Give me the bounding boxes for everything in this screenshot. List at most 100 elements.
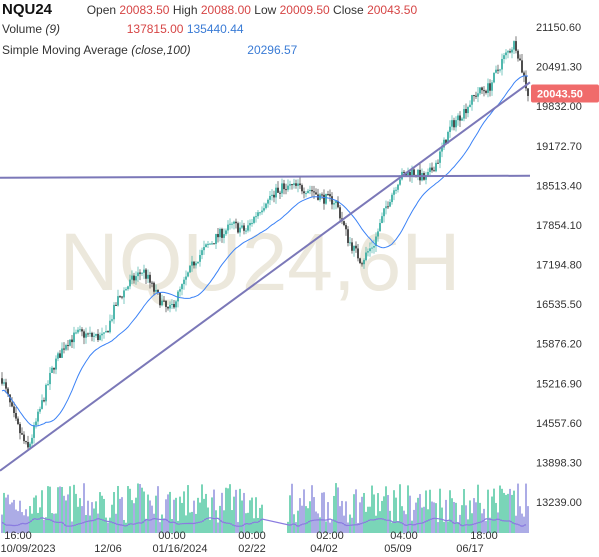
candle-body <box>355 245 357 249</box>
candle-body <box>269 195 271 200</box>
volume-bar <box>525 483 527 533</box>
price-tick-label: 17854.10 <box>536 220 582 232</box>
volume-bar <box>35 495 37 533</box>
date-tick-label: 01/16/2024 <box>152 543 207 555</box>
volume-bar <box>197 497 199 533</box>
candle-body <box>333 203 335 205</box>
candle-body <box>97 333 99 341</box>
candle-body <box>113 304 115 320</box>
candle-body <box>507 51 509 53</box>
candle-body <box>15 412 17 419</box>
price-tick-label: 18513.40 <box>536 180 582 192</box>
candle-body <box>91 332 93 337</box>
volume-bar <box>63 495 65 533</box>
candle-body <box>183 279 185 285</box>
candle-body <box>65 345 67 350</box>
volume-bar <box>117 485 119 533</box>
candle-body <box>213 243 215 245</box>
candle-body <box>99 335 101 341</box>
volume-bar <box>337 487 339 533</box>
candle-body <box>31 437 33 444</box>
candle-body <box>481 87 483 91</box>
volume-bar <box>51 513 53 533</box>
candle-body <box>463 109 465 119</box>
candle-body <box>19 424 21 434</box>
candle-body <box>281 183 283 194</box>
candle-body <box>309 189 311 191</box>
candle-body <box>167 306 169 309</box>
candle-body <box>303 191 305 194</box>
candle-body <box>41 400 43 409</box>
volume-bar <box>443 521 445 533</box>
candle-body <box>205 244 207 248</box>
time-tick-label: 02:00 <box>316 530 344 542</box>
volume-bar <box>193 500 195 533</box>
volume-bar <box>295 522 297 533</box>
candle-body <box>73 332 75 343</box>
high-value: 20088.00 <box>200 3 251 17</box>
candle-body <box>203 247 205 251</box>
sma-param: (close,100) <box>131 43 191 57</box>
candle-body <box>473 95 475 97</box>
volume-bar <box>357 522 359 533</box>
volume-bar <box>441 507 443 533</box>
volume-bar <box>329 522 331 533</box>
volume-bar <box>131 500 133 533</box>
candle-body <box>285 189 287 191</box>
volume-bar <box>395 497 397 533</box>
volume-bar <box>467 519 469 533</box>
volume-bar <box>101 495 103 533</box>
volume-bar <box>155 495 157 533</box>
candle-body <box>357 248 359 259</box>
candle-body <box>287 185 289 190</box>
time-axis[interactable]: 16:00 00:00 00:00 02:00 04:00 18:00 10/09/2023… <box>0 530 497 555</box>
candle-body <box>509 51 511 53</box>
sma-line <box>1 75 529 427</box>
volume-bar <box>487 489 489 533</box>
volume-bar <box>341 500 343 533</box>
candle-body <box>289 184 291 186</box>
time-tick-label: 18:00 <box>470 530 498 542</box>
volume-bar <box>45 517 47 533</box>
candle-body <box>403 171 405 173</box>
candle-body <box>145 269 147 279</box>
candle-body <box>383 208 385 217</box>
volume-bar <box>95 501 97 533</box>
candle-body <box>87 333 89 335</box>
volume-bar <box>103 498 105 533</box>
price-tick-label: 20491.30 <box>536 62 582 74</box>
volume-bar <box>481 513 483 533</box>
volume-bar <box>385 486 387 533</box>
candle-body <box>77 329 79 333</box>
candle-body <box>243 225 245 231</box>
volume-bar <box>91 502 93 533</box>
volume-bar <box>379 511 381 533</box>
candle-body <box>95 333 97 336</box>
candle-body <box>445 139 447 144</box>
candle-body <box>173 304 175 308</box>
volume-ma-value: 135440.44 <box>186 22 244 36</box>
candle-body <box>149 274 151 283</box>
candle-body <box>231 223 233 225</box>
horizontal-line[interactable] <box>0 174 531 179</box>
volume-bar <box>287 521 289 533</box>
high-label: High <box>172 3 198 17</box>
volume-bar <box>461 505 463 533</box>
candle-body <box>143 269 145 273</box>
candle-body <box>169 305 171 309</box>
volume-bar <box>179 496 181 533</box>
volume-bar <box>519 506 521 533</box>
trendline[interactable] <box>0 81 531 472</box>
candle-body <box>519 58 521 61</box>
volume-bar <box>449 490 451 533</box>
volume-bar <box>175 497 177 533</box>
candle-body <box>437 162 439 164</box>
price-axis[interactable]: 21150.60 20491.30 19832.00 19172.70 18513.40… <box>536 22 582 509</box>
volume-bar <box>495 502 497 533</box>
candle-body <box>275 187 277 198</box>
volume-bar <box>297 510 299 533</box>
price-tick-label: 16535.50 <box>536 299 582 311</box>
candle-body <box>385 206 387 209</box>
candle-body <box>461 118 463 121</box>
